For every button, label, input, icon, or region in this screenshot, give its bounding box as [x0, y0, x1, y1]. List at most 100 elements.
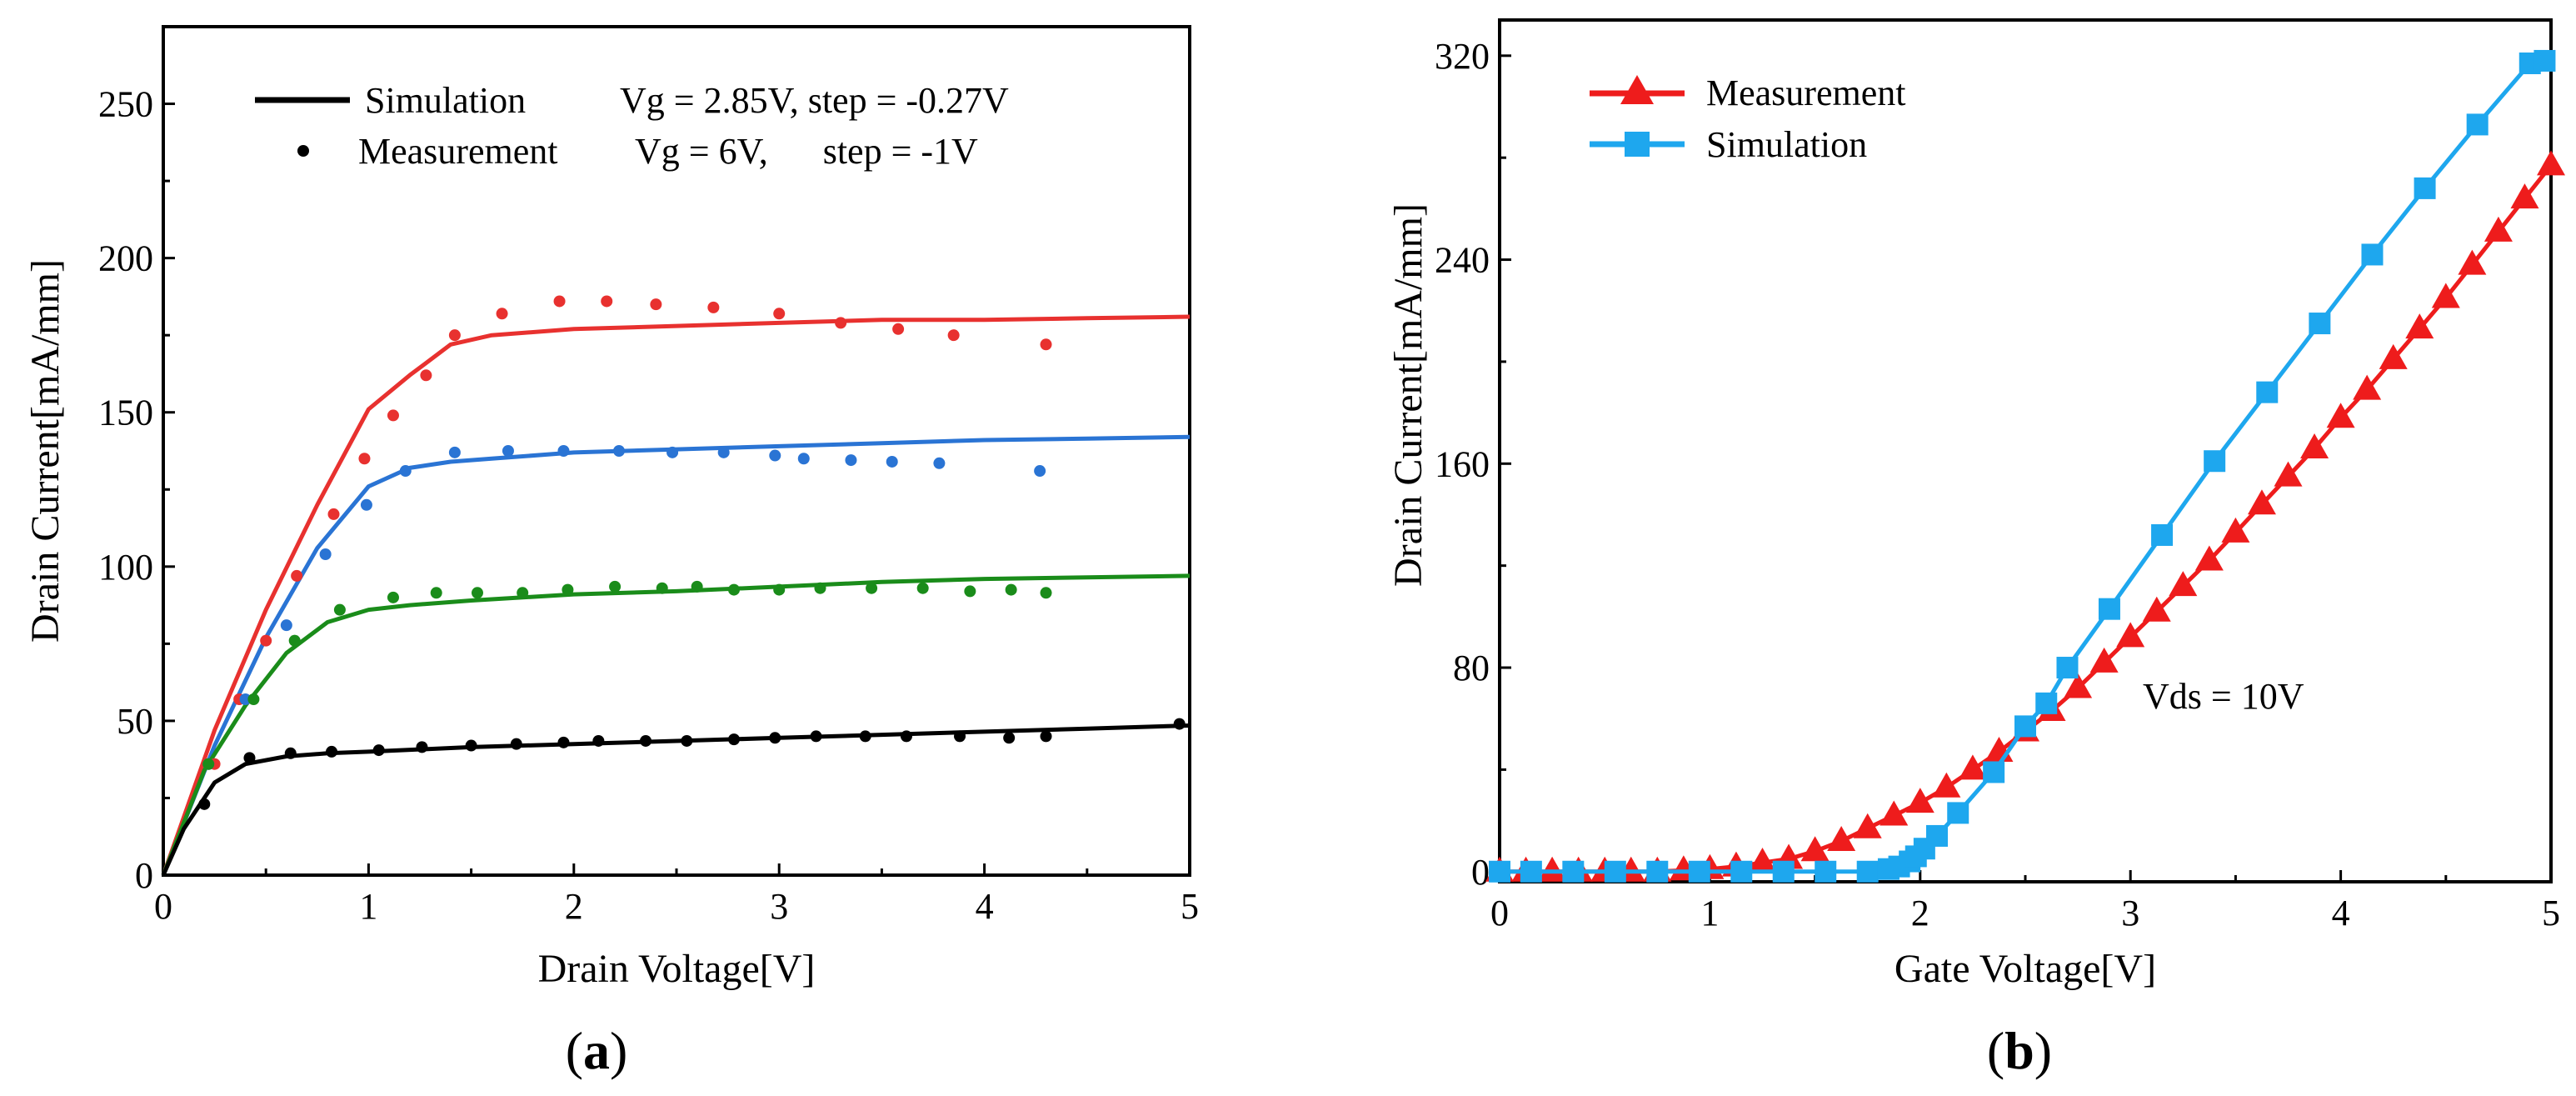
simulation-square-marker [1856, 860, 1879, 883]
measurement-point [430, 587, 442, 599]
measurement-triangle-marker [1853, 813, 1882, 838]
legend-a-dot-swatch [297, 145, 309, 157]
measurement-point [640, 734, 652, 747]
measurement-point [954, 730, 966, 743]
measurement-point [387, 591, 399, 603]
legend-a: Simulation Vg = 2.85V, step = -0.27V Mea… [255, 80, 1009, 172]
measurement-point [613, 445, 626, 457]
measurement-point [727, 583, 740, 596]
measurement-point [1040, 730, 1052, 743]
measurement-point [557, 736, 570, 748]
y-axis-label-b: Drain Current[mA/mm] [1386, 203, 1430, 587]
measurement-triangle-marker [1932, 772, 1961, 798]
panel-label-b: (b) [1987, 1021, 2052, 1080]
simulation-curve [1500, 58, 2545, 874]
simulation-square-marker [1925, 824, 1948, 847]
measurement-triangle-marker [2064, 673, 2093, 698]
x-tick-label: 4 [976, 886, 994, 927]
measurement-triangle-marker [2537, 150, 2565, 176]
measurement-point [239, 693, 252, 705]
simulation-square-marker [1604, 860, 1626, 883]
measurement-point [900, 730, 912, 743]
panel-label-b-letter: b [2004, 1021, 2034, 1080]
y-tick-label: 200 [98, 238, 153, 279]
measurement-triangle-marker [2247, 489, 2276, 515]
measurement-curve [1500, 163, 2553, 874]
measurement-point [845, 454, 857, 467]
y-tick-label: 50 [117, 701, 153, 742]
measurement-triangle-marker [2510, 183, 2539, 209]
simulation-curve [161, 314, 1191, 876]
measurement-point [601, 295, 613, 308]
measurement-point [727, 733, 740, 746]
legend-a-measurement-label: Measurement [358, 131, 557, 172]
measurement-point [947, 329, 960, 342]
x-tick-label: 5 [2542, 893, 2560, 933]
simulation-square-marker [1562, 860, 1585, 883]
x-tick-label: 3 [770, 886, 788, 927]
measurement-triangle-marker [2300, 433, 2329, 458]
measurement-point [280, 619, 292, 632]
simulation-square-marker [2098, 598, 2120, 620]
legend-b: Measurement Simulation [1590, 73, 1905, 165]
measurement-triangle-marker [1827, 826, 1856, 852]
measurement-point [465, 739, 477, 752]
x-tick-label: 1 [359, 886, 377, 927]
legend-a-simulation-label: Simulation [365, 80, 526, 121]
measurement-triangle-marker [1800, 836, 1830, 862]
x-tick-label: 4 [2332, 893, 2350, 933]
measurement-point [360, 498, 372, 511]
simulation-square-marker [2035, 692, 2058, 714]
measurement-point [916, 582, 929, 594]
y-tick-label: 100 [98, 547, 153, 588]
y-tick-label: 150 [98, 393, 153, 433]
x-tick-label: 3 [2121, 893, 2139, 933]
measurement-point [1173, 718, 1186, 730]
measurement-triangle-marker [2379, 343, 2408, 369]
measurement-point [797, 453, 810, 465]
legend-a-simulation-note: Vg = 2.85V, step = -0.27V [620, 80, 1009, 121]
panel-label-a: (a) [566, 1021, 628, 1080]
simulation-square-marker [2466, 113, 2489, 136]
x-tick-label: 1 [1700, 893, 1719, 933]
measurement-point [202, 758, 215, 770]
x-tick-label: 0 [154, 886, 172, 927]
measurement-point [1034, 465, 1046, 478]
measurement-point [592, 734, 605, 747]
y-tick-label: 0 [135, 855, 153, 896]
measurement-triangle-marker [1538, 856, 1567, 882]
measurement-point [666, 446, 679, 458]
measurement-point [327, 508, 340, 520]
measurement-triangle-marker [2458, 249, 2487, 275]
measurement-point [399, 465, 412, 478]
measurement-triangle-marker [2484, 216, 2513, 242]
simulation-square-marker [2204, 450, 2226, 473]
measurement-point [769, 449, 781, 462]
measurement-point [1040, 587, 1052, 599]
measurement-point [609, 580, 622, 593]
measurement-point [773, 308, 786, 320]
measurement-triangle-marker [2169, 571, 2198, 597]
measurement-point [247, 693, 260, 705]
simulation-square-marker [1730, 860, 1753, 883]
x-tick-label: 0 [1490, 893, 1509, 933]
plot-data-b [1485, 49, 2565, 883]
measurement-point [284, 747, 297, 759]
measurement-triangle-marker [2274, 461, 2303, 487]
measurement-point [510, 738, 522, 750]
simulation-square-marker [1520, 860, 1542, 883]
measurement-point [420, 369, 432, 382]
legend-a-measurement-note: Vg = 6V, step = -1V [635, 131, 978, 172]
measurement-point [1040, 338, 1052, 351]
x-axis-label-a: Drain Voltage[V] [538, 947, 816, 991]
measurement-point [358, 453, 371, 465]
axis-ticks-b: 0 1 2 3 4 5 0 80 160 240 320 [1435, 36, 2560, 933]
simulation-square-marker [2014, 715, 2036, 738]
y-tick-label: 240 [1435, 240, 1490, 281]
simulation-square-marker [1983, 761, 2005, 783]
measurement-point [553, 295, 566, 308]
plot-data-a [161, 295, 1191, 877]
measurement-point [243, 752, 256, 764]
measurement-point [814, 582, 826, 594]
measurement-point [448, 446, 461, 458]
